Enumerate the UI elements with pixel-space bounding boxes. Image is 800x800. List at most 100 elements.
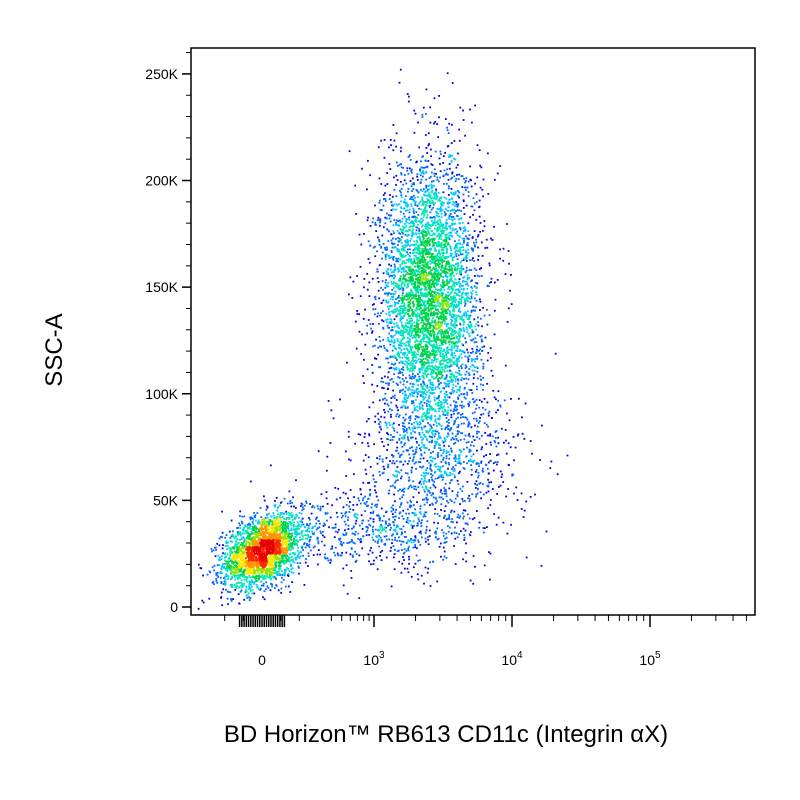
event-point bbox=[415, 380, 418, 383]
event-point bbox=[458, 284, 461, 287]
event-point bbox=[394, 536, 397, 539]
event-point bbox=[229, 591, 232, 594]
event-point bbox=[404, 322, 407, 325]
event-point bbox=[272, 512, 275, 514]
event-point bbox=[421, 220, 423, 223]
event-point bbox=[429, 383, 432, 385]
event-point bbox=[319, 509, 322, 512]
event-point bbox=[253, 515, 256, 517]
event-point bbox=[423, 446, 426, 449]
event-point bbox=[347, 528, 350, 530]
event-point bbox=[256, 512, 259, 514]
event-point bbox=[384, 542, 387, 545]
event-point bbox=[456, 258, 459, 261]
event-point bbox=[432, 430, 435, 433]
event-point bbox=[470, 247, 473, 250]
event-point bbox=[399, 254, 402, 257]
event-point bbox=[462, 335, 464, 338]
event-point bbox=[428, 177, 431, 179]
event-point bbox=[467, 378, 470, 381]
event-point bbox=[385, 279, 387, 281]
event-point bbox=[421, 441, 423, 444]
event-point bbox=[315, 528, 318, 531]
event-point bbox=[334, 554, 337, 557]
event-point bbox=[273, 504, 276, 507]
event-point bbox=[381, 441, 384, 443]
event-point bbox=[489, 347, 492, 350]
event-point bbox=[432, 457, 434, 460]
event-point bbox=[457, 264, 460, 266]
event-point bbox=[405, 261, 407, 264]
event-point bbox=[521, 416, 523, 419]
event-point bbox=[419, 559, 421, 562]
event-point bbox=[468, 354, 471, 357]
event-point bbox=[410, 524, 412, 527]
event-point bbox=[448, 514, 451, 517]
event-point bbox=[434, 121, 437, 123]
event-point bbox=[444, 537, 447, 540]
event-point bbox=[400, 172, 402, 174]
event-point bbox=[477, 255, 480, 257]
event-point bbox=[221, 572, 223, 575]
event-point bbox=[442, 498, 445, 500]
event-point bbox=[424, 413, 427, 416]
event-point bbox=[409, 167, 411, 170]
event-point bbox=[276, 509, 278, 512]
event-point bbox=[430, 392, 433, 395]
event-point bbox=[427, 543, 430, 546]
event-point bbox=[401, 436, 403, 439]
event-point bbox=[402, 324, 405, 327]
event-point bbox=[417, 191, 420, 194]
event-point bbox=[236, 585, 238, 587]
event-point bbox=[461, 280, 464, 283]
event-point bbox=[378, 458, 381, 460]
event-point bbox=[496, 463, 498, 466]
event-point bbox=[375, 338, 377, 341]
event-point bbox=[243, 532, 246, 535]
event-point bbox=[395, 332, 398, 335]
event-point bbox=[252, 518, 255, 521]
event-point bbox=[469, 314, 472, 317]
event-point bbox=[424, 159, 427, 162]
event-point bbox=[412, 252, 414, 255]
event-point bbox=[478, 350, 480, 352]
event-point bbox=[381, 549, 384, 552]
event-point bbox=[445, 374, 448, 377]
event-point bbox=[440, 381, 442, 384]
event-point bbox=[389, 434, 392, 436]
event-point bbox=[285, 517, 288, 519]
event-point bbox=[411, 375, 414, 378]
event-point bbox=[437, 468, 439, 471]
event-point bbox=[400, 150, 402, 153]
event-point bbox=[223, 580, 226, 583]
event-point bbox=[460, 353, 463, 355]
event-point bbox=[447, 206, 450, 208]
event-point bbox=[376, 457, 378, 459]
event-point bbox=[454, 191, 457, 193]
event-point bbox=[360, 514, 363, 517]
event-point bbox=[403, 559, 405, 561]
event-point bbox=[386, 403, 389, 405]
event-point bbox=[379, 426, 381, 429]
event-point bbox=[419, 530, 422, 533]
event-point bbox=[382, 320, 385, 323]
event-point bbox=[488, 481, 491, 484]
event-point bbox=[450, 413, 453, 416]
event-point bbox=[468, 403, 470, 406]
event-point bbox=[395, 479, 398, 482]
event-point bbox=[497, 516, 500, 519]
event-point bbox=[404, 262, 406, 265]
event-point bbox=[408, 328, 411, 331]
event-point bbox=[239, 510, 242, 513]
event-point bbox=[279, 514, 282, 516]
event-point bbox=[451, 372, 454, 375]
event-point bbox=[479, 417, 481, 419]
event-point bbox=[408, 344, 411, 346]
event-point bbox=[461, 377, 463, 379]
event-point bbox=[434, 441, 437, 444]
event-point bbox=[393, 347, 396, 350]
event-point bbox=[466, 295, 469, 298]
event-point bbox=[447, 468, 449, 470]
event-point bbox=[479, 482, 482, 484]
event-point bbox=[324, 557, 327, 560]
